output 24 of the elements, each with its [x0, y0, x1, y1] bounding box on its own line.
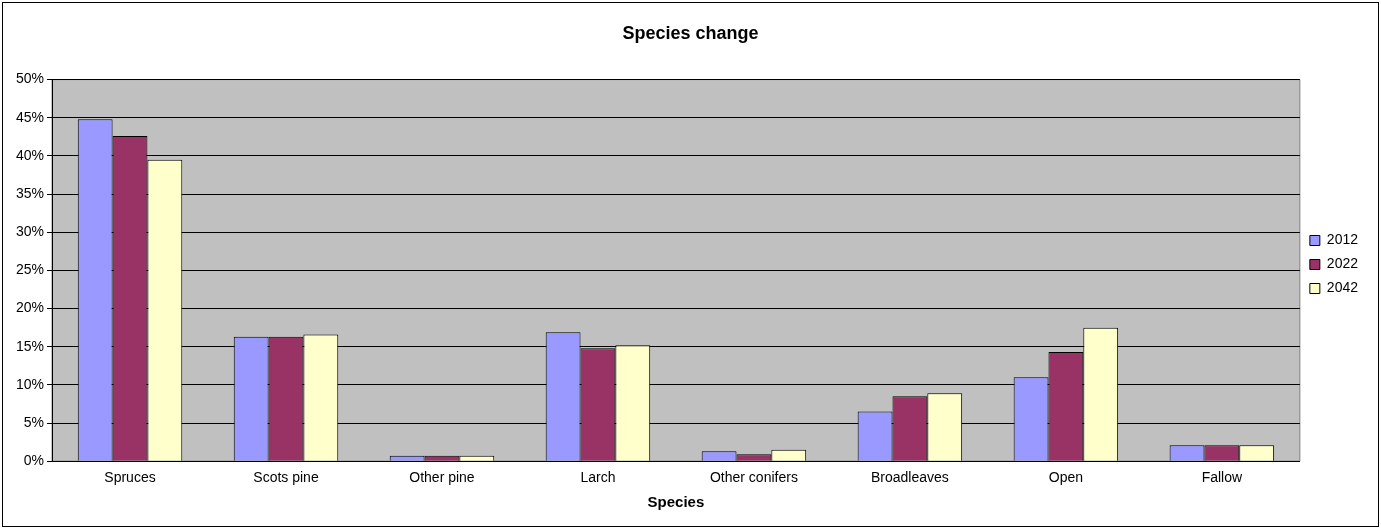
x-tick-label: Fallow	[1201, 469, 1243, 486]
x-tick-label: Spruces	[104, 469, 156, 486]
x-tick-label: Larch	[580, 469, 616, 486]
y-tick-label: 25%	[15, 261, 45, 278]
y-tick-label: 30%	[15, 223, 45, 240]
x-tick-label: Other pine	[409, 469, 475, 486]
x-tick-label: Open	[1048, 469, 1084, 486]
x-tick-label: Scots pine	[253, 469, 319, 486]
legend-label: 2042	[1326, 279, 1359, 296]
y-tick-label: 20%	[15, 299, 45, 316]
y-tick-label: 10%	[15, 375, 45, 392]
y-tick-label: 40%	[15, 146, 45, 163]
y-tick-label: 0%	[23, 452, 45, 469]
y-tick-label: 50%	[15, 70, 45, 87]
legend-label: 2022	[1326, 255, 1359, 272]
x-tick-label: Broadleaves	[870, 469, 949, 486]
chart-title: Species change	[622, 22, 759, 43]
x-axis-title: Species	[647, 493, 705, 511]
y-tick-label: 35%	[15, 184, 45, 201]
y-tick-label: 5%	[23, 413, 45, 430]
y-tick-label: 15%	[15, 337, 45, 354]
legend-label: 2012	[1326, 231, 1359, 248]
y-tick-label: 45%	[15, 108, 45, 125]
x-tick-label: Other conifers	[709, 469, 798, 486]
